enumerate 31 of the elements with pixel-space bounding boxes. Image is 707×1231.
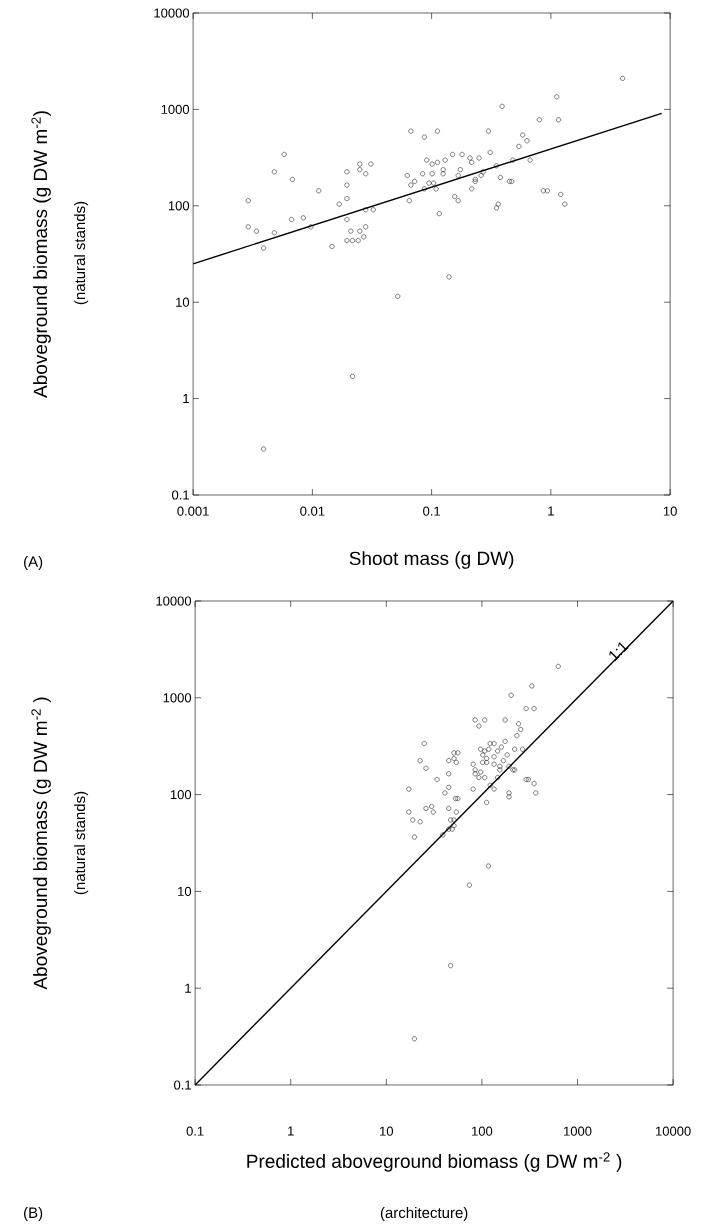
- y-tick-label: 10000: [154, 8, 190, 18]
- y-axis-title: Aboveground biomass (g DW m$^{-2}$): [31, 111, 51, 398]
- y-tick-label: 1: [185, 983, 191, 993]
- x-tick-label: 0.1: [423, 506, 440, 516]
- y-tick-label: 1: [183, 394, 189, 404]
- x-tick-label: 1000: [564, 1126, 592, 1136]
- y-tick-label: 100: [168, 201, 190, 211]
- y-tick-label: 0.1: [173, 1080, 191, 1090]
- text: (A): [23, 556, 43, 570]
- text: (natural stands): [74, 791, 89, 895]
- text: (B): [23, 1207, 43, 1221]
- y-axis-title: Aboveground biomass (g DW m$^{-2}$ ): [31, 697, 51, 990]
- x-tick-label: 0.01: [300, 506, 325, 516]
- x-axis-title: Shoot mass (g DW): [349, 551, 514, 569]
- y-tick-label: 10: [178, 886, 192, 896]
- text: (architecture): [380, 1207, 468, 1221]
- y-tick-label: 10: [176, 297, 190, 307]
- x-tick-label: 1: [548, 506, 554, 516]
- x-axis-title: Predicted aboveground biomass (g DW m$^{-2}$ ): [247, 1152, 622, 1172]
- y-tick-label: 1000: [163, 693, 192, 703]
- x-tick-label: 10000: [655, 1126, 691, 1136]
- x-tick-label: 1: [288, 1126, 294, 1136]
- y-tick-label: 0.1: [171, 490, 189, 500]
- y-tick-label: 10000: [156, 596, 192, 606]
- x-tick-label: 10: [663, 506, 677, 516]
- text: (natural stands): [74, 201, 89, 305]
- x-tick-label: 0.001: [177, 506, 209, 516]
- x-tick-label: 10: [380, 1126, 393, 1136]
- y-tick-label: 1000: [161, 104, 190, 114]
- y-tick-label: 100: [170, 789, 192, 800]
- x-tick-label: 100: [472, 1126, 493, 1136]
